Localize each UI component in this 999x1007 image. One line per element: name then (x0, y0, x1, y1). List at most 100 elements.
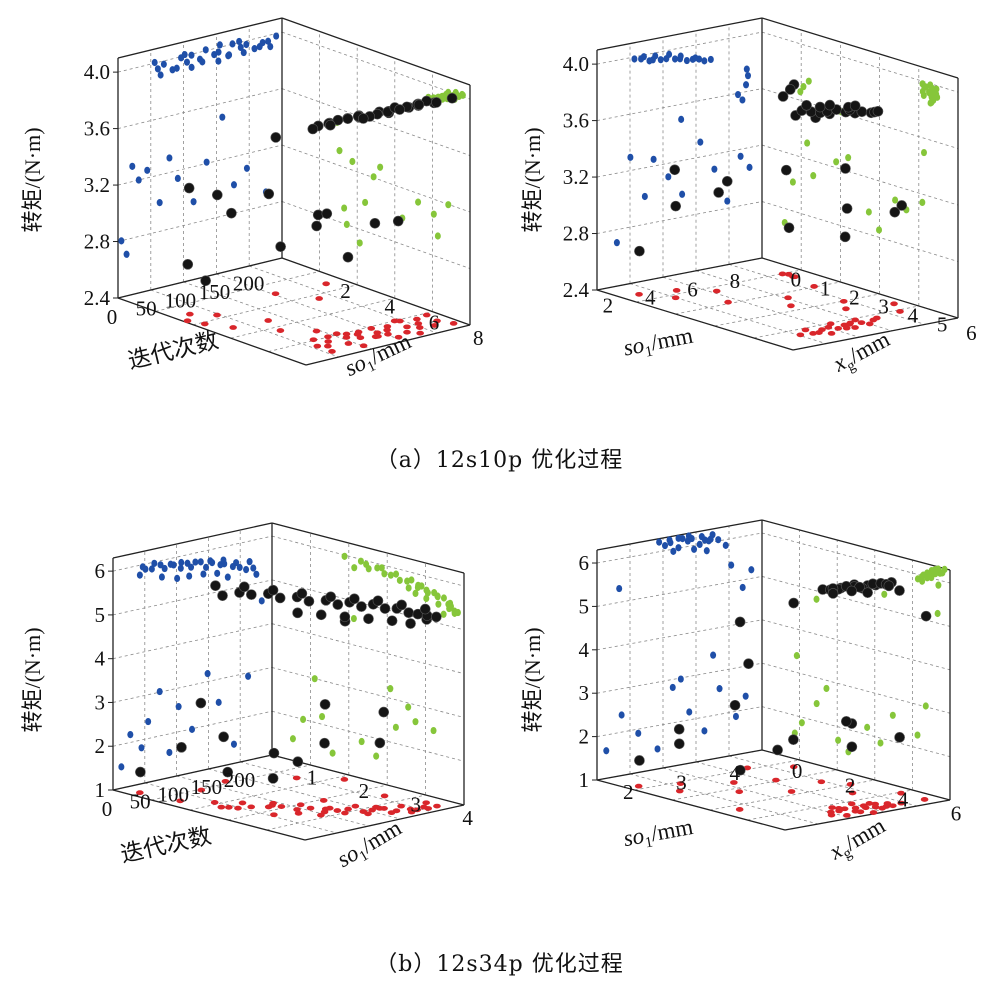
green-projection-point (889, 711, 896, 719)
red-projection-point (834, 325, 843, 331)
red-projection-point (397, 803, 405, 809)
z-tick-label: 3.6 (84, 117, 110, 141)
red-projection-point (422, 312, 431, 318)
green-projection-point (370, 173, 377, 181)
red-projection-point (225, 804, 233, 810)
green-projection-point (939, 569, 946, 577)
green-projection-point (350, 614, 357, 623)
black-data-point (378, 706, 390, 718)
z-tick-label: 2 (579, 725, 590, 749)
black-data-point (296, 588, 308, 599)
blue-projection-point (707, 55, 714, 64)
black-data-point (431, 97, 442, 108)
black-data-point (369, 217, 381, 229)
red-projection-point (383, 324, 392, 329)
blue-projection-point (675, 544, 682, 552)
red-projection-point (324, 343, 332, 349)
blue-projection-point (136, 571, 143, 579)
green-projection-point (374, 564, 381, 572)
red-projection-point (324, 339, 333, 344)
wall-grid-line (271, 623, 465, 675)
green-projection-point (356, 239, 363, 247)
red-projection-point (778, 271, 787, 277)
box-edge (761, 519, 951, 571)
red-projection-point (817, 779, 826, 785)
box-edge (761, 17, 959, 79)
red-projection-point (865, 321, 874, 327)
z-axis-label: 转矩/(N·m) (20, 627, 45, 732)
black-data-point (405, 618, 416, 629)
black-data-point (894, 585, 905, 596)
black-data-point (218, 731, 229, 743)
red-projection-point (292, 775, 301, 781)
black-data-point (379, 603, 391, 614)
blue-projection-point (175, 703, 182, 711)
blue-projection-point (669, 683, 676, 692)
blue-projection-point (214, 569, 221, 577)
blue-projection-point (183, 58, 190, 66)
box-edge (281, 17, 471, 86)
blue-projection-point (691, 545, 698, 553)
black-data-point (419, 603, 431, 615)
blue-projection-point (220, 556, 227, 564)
blue-projection-point (246, 558, 253, 566)
y-tick-label: 2 (359, 779, 370, 803)
blue-projection-point (207, 557, 214, 565)
black-data-point (319, 699, 331, 710)
black-data-point (889, 206, 901, 218)
black-data-point (356, 601, 367, 612)
y-tick-label: 1 (307, 765, 318, 789)
floor-grid-line (753, 305, 919, 339)
z-tick-label: 5 (579, 594, 590, 618)
black-data-point (270, 132, 282, 143)
z-axis: 2.4 2.8 3.2 3.6 4.0 (563, 52, 597, 302)
black-data-point (176, 742, 187, 753)
red-projection-point (433, 318, 441, 324)
box-edge (596, 257, 763, 291)
blue-projection-point (181, 50, 188, 59)
red-projection-point (277, 804, 286, 809)
red-projection-point (671, 295, 680, 301)
black-data-point (846, 741, 858, 753)
blue-projection-point (243, 40, 250, 49)
chart-a-right: 2.42.83.23.64.0转矩/(N·m)2 4 6 8 0 1 2 3 4 5 6so1/mm… (520, 17, 977, 377)
red-projection-point (843, 812, 851, 818)
blue-projection-point (613, 239, 620, 247)
red-projection-point (839, 298, 848, 304)
red-projection-point (293, 807, 301, 812)
green-projection-point (404, 577, 411, 585)
blue-projection-point (151, 559, 158, 567)
y-tick-label: 2 (340, 279, 351, 303)
red-projection-point (840, 806, 849, 812)
black-data-point (669, 164, 681, 176)
blue-projection-point (265, 37, 272, 45)
optimization-points (135, 580, 442, 784)
blue-projection-point (240, 48, 247, 57)
blue-projection-point (138, 744, 145, 752)
blue-projection-point (734, 90, 741, 99)
wall-grid-line (271, 667, 465, 718)
y-tick-label: 6 (966, 321, 977, 345)
red-projection-point (403, 329, 411, 335)
z-tick-label: 3 (579, 681, 590, 705)
floor-grid-line (230, 297, 395, 339)
floor-grid-line (695, 761, 885, 813)
green-projection-point (341, 552, 348, 560)
black-data-point (349, 593, 360, 605)
blue-projection-point (656, 538, 663, 546)
green-projection-point (336, 147, 343, 155)
red-projection-point (351, 803, 360, 809)
green-projection-point (329, 749, 336, 757)
red-projection-point (634, 783, 643, 789)
red-projection-point (276, 328, 285, 333)
y-tick-label: 4 (898, 787, 909, 811)
z-tick-label: 4 (579, 638, 590, 662)
green-projection-point (440, 594, 447, 602)
black-data-point (872, 106, 884, 117)
z-tick-label: 1 (95, 778, 106, 802)
blue-projection-point (742, 692, 749, 700)
wall-grid-line (761, 706, 951, 757)
red-projection-point (826, 321, 835, 327)
